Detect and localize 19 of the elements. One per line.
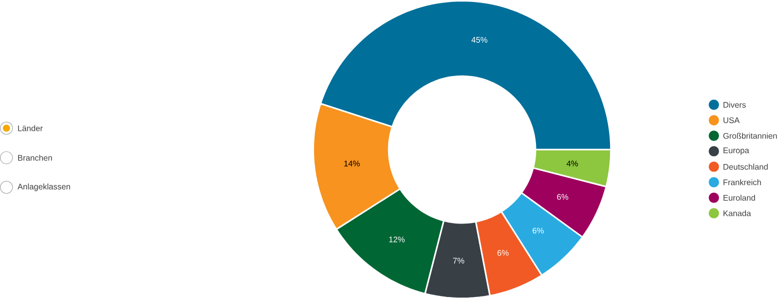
legend-label: Frankreich	[724, 179, 761, 186]
data-label: 7%	[453, 258, 464, 264]
text: Anlageklassen	[18, 183, 70, 192]
data-label: 6%	[498, 250, 509, 256]
legend-label: Deutschland	[724, 164, 768, 170]
legend-label: Großbritannien	[723, 132, 777, 139]
legend-label: Kanada	[724, 210, 752, 216]
legend-label: USA	[724, 117, 740, 124]
data-label: 6%	[557, 194, 568, 200]
data-label: 6%	[532, 228, 544, 234]
legend-label: Europa	[724, 147, 750, 155]
data-label: 4%	[566, 160, 578, 166]
text: Länder	[18, 125, 43, 132]
data-label: 14%	[344, 160, 360, 166]
legend-label: Euroland	[724, 194, 756, 201]
data-label: 45%	[471, 36, 488, 43]
legend-label: Divers	[724, 102, 746, 108]
data-label: 12%	[389, 236, 405, 242]
text: Branchen	[18, 154, 52, 161]
